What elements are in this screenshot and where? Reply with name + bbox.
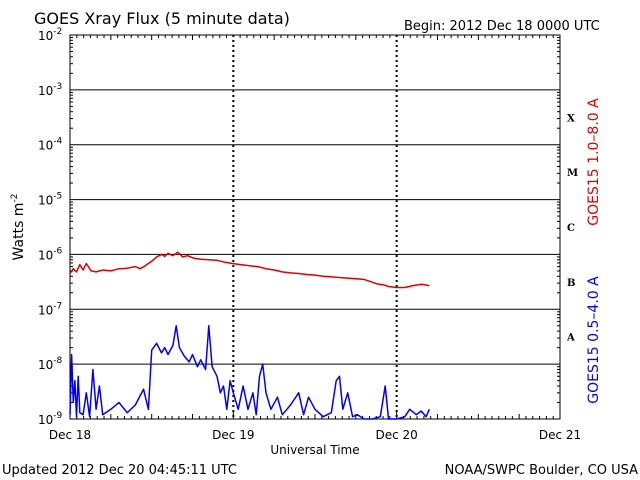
flare-class-labels: X M C B A bbox=[566, 113, 578, 343]
flare-class-m: M bbox=[567, 168, 578, 179]
begin-label: Begin: 2012 Dec 18 0000 UTC bbox=[404, 19, 600, 34]
series-label-short: GOES15 0.5–4.0 A bbox=[586, 276, 602, 404]
chart-title: GOES Xray Flux (5 minute data) bbox=[34, 9, 290, 28]
flare-class-a: A bbox=[566, 333, 575, 344]
series-label-long: GOES15 1.0–8.0 A bbox=[586, 98, 602, 226]
grid-lines bbox=[70, 35, 560, 419]
y-tick-label: 10-2 bbox=[38, 27, 62, 43]
y-tick-label: 10-9 bbox=[38, 411, 63, 427]
y-tick-label: 10-8 bbox=[38, 356, 63, 372]
y-tick-label: 10-6 bbox=[38, 246, 63, 262]
series-line-long bbox=[69, 251, 430, 289]
series-layer bbox=[69, 251, 430, 420]
credit-label: NOAA/SWPC Boulder, CO USA bbox=[445, 463, 638, 478]
flare-class-b: B bbox=[567, 278, 575, 289]
series-line-short bbox=[69, 325, 430, 420]
y-axis-label: Watts m-2 bbox=[10, 194, 27, 261]
x-axis-label: Universal Time bbox=[270, 443, 359, 457]
y-axis-label-text: Watts m bbox=[11, 203, 27, 261]
flare-class-x: X bbox=[567, 113, 575, 124]
y-tick-label: 10-3 bbox=[38, 82, 62, 98]
x-tick-label: Dec 21 bbox=[539, 428, 581, 442]
y-tick-label: 10-5 bbox=[38, 192, 62, 208]
flare-class-c: C bbox=[567, 223, 575, 234]
x-axis-ticks: Dec 18 Dec 19 Dec 20 Dec 21 bbox=[49, 35, 581, 442]
y-tick-label: 10-4 bbox=[38, 137, 63, 153]
x-tick-label: Dec 20 bbox=[376, 428, 418, 442]
x-tick-label: Dec 18 bbox=[49, 428, 91, 442]
updated-label: Updated 2012 Dec 20 04:45:11 UTC bbox=[2, 463, 237, 478]
y-tick-label: 10-7 bbox=[38, 301, 62, 317]
plot-frame bbox=[69, 34, 561, 420]
y-axis-label-exponent: -2 bbox=[10, 194, 20, 203]
y-axis-ticks: 10-2 10-3 10-4 10-5 10-6 10-7 10-8 10-9 bbox=[38, 27, 560, 427]
x-tick-label: Dec 19 bbox=[212, 428, 254, 442]
